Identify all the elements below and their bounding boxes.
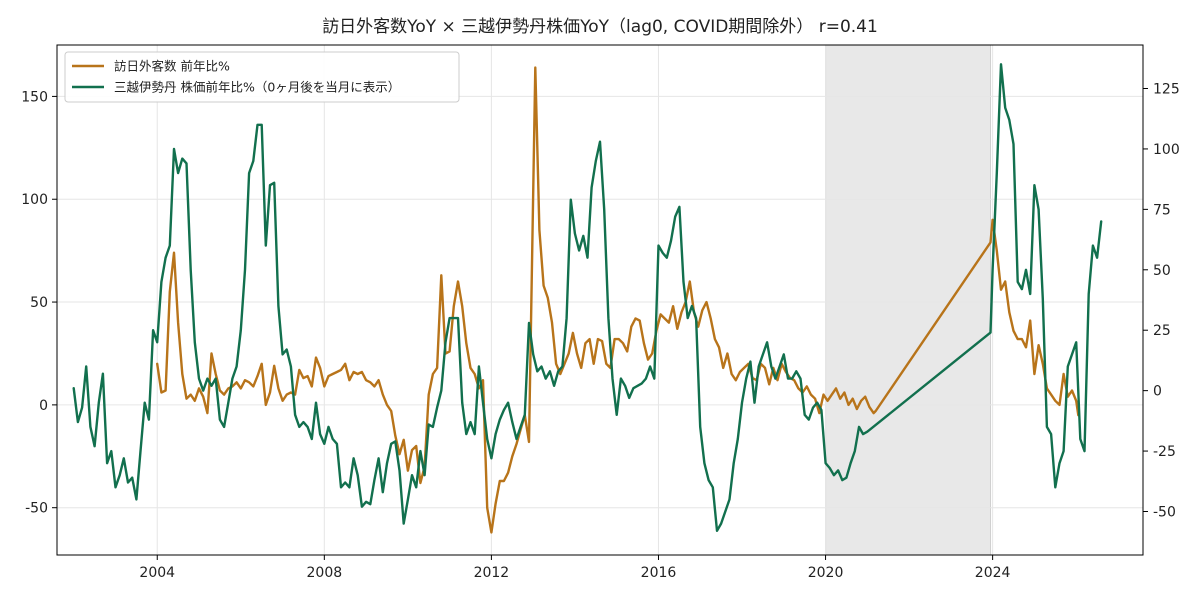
x-tick-label: 2004: [139, 565, 175, 581]
legend-box: [64, 51, 460, 103]
x-tick-label: 2024: [975, 565, 1011, 581]
legend-label: 三越伊勢丹 株価前年比%（0ヶ月後を当月に表示）: [114, 80, 400, 95]
legend-label: 訪日外客数 前年比%: [114, 59, 230, 74]
legend: 訪日外客数 前年比% 三越伊勢丹 株価前年比%（0ヶ月後を当月に表示）: [64, 51, 460, 103]
covid-shaded-region: [825, 44, 992, 556]
y-right-tick-label: -25: [1153, 444, 1176, 460]
y-left-tick-label: -50: [25, 501, 48, 517]
plot-frame: [56, 44, 1144, 556]
y-right-tick-label: 0: [1153, 384, 1162, 400]
grid-lines: [57, 45, 1143, 555]
series-lines: [72, 63, 1103, 534]
x-tick-label: 2008: [307, 565, 343, 581]
axes: 2004 2008 2012 2016 2020 2024 150 100 50 0 -50 125 1…: [21, 82, 1179, 581]
y-right-tick-label: -50: [1153, 504, 1176, 520]
y-right-tick-label: 125: [1153, 82, 1180, 98]
y-left-tick-label: 100: [21, 192, 48, 208]
x-tick-label: 2016: [641, 565, 677, 581]
chart-title: 訪日外客数YoY × 三越伊勢丹株価YoY（lag0, COVID期間除外） r…: [322, 17, 878, 37]
y-right-tick-label: 100: [1153, 142, 1180, 158]
y-left-tick-label: 0: [39, 398, 48, 414]
y-left-tick-label: 50: [30, 295, 48, 311]
x-tick-label: 2020: [808, 565, 844, 581]
y-right-tick-label: 25: [1153, 323, 1171, 339]
series-line-stock: [72, 63, 1103, 532]
covid-shade-rect: [825, 44, 992, 556]
y-left-tick-label: 150: [21, 89, 48, 105]
y-right-tick-label: 75: [1153, 202, 1171, 218]
y-right-tick-label: 50: [1153, 263, 1171, 279]
x-tick-label: 2012: [474, 565, 510, 581]
